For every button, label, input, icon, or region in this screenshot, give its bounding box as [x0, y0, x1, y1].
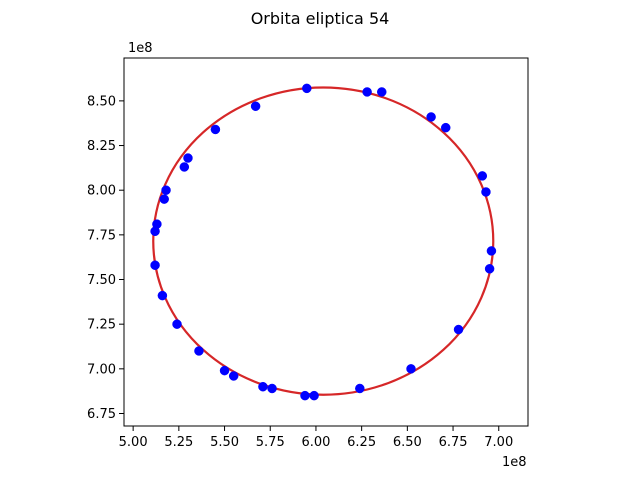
orbit-point: [161, 185, 171, 195]
orbit-point: [362, 87, 372, 97]
y-tick-label: 8.00: [87, 184, 116, 199]
orbit-point: [250, 101, 261, 111]
orbit-point: [302, 83, 312, 94]
orbit-point: [484, 264, 495, 274]
orbit-point: [440, 122, 451, 133]
y-tick-label: 6.75: [87, 407, 116, 422]
orbit-point: [194, 346, 204, 356]
orbit-point: [183, 153, 193, 163]
x-tick-label: 5.75: [256, 435, 285, 450]
plot-area: [150, 83, 497, 401]
x-tick-label: 7.00: [484, 435, 513, 450]
orbit-point: [172, 319, 182, 329]
y-tick-label: 8.50: [87, 94, 116, 109]
x-offset-label: 1e8: [502, 455, 527, 470]
chart-title: Orbita eliptica 54: [251, 9, 390, 28]
x-tick-label: 5.00: [119, 435, 148, 450]
y-offset-label: 1e8: [128, 41, 153, 56]
x-tick-label: 5.25: [164, 435, 193, 450]
orbit-ellipse: [152, 86, 495, 396]
x-axis: 5.00 5.25 5.50 5.75 6.00 6.25 6.50 6.75 7.00: [119, 426, 513, 450]
y-tick-label: 7.25: [87, 318, 116, 333]
orbit-point: [228, 371, 239, 381]
orbit-point: [406, 364, 416, 374]
orbit-point: [219, 365, 230, 376]
orbit-point: [481, 187, 491, 197]
orbit-point: [157, 290, 168, 301]
y-tick-label: 8.25: [87, 139, 116, 154]
orbit-point: [486, 246, 497, 256]
orbit-point: [355, 383, 365, 394]
orbit-point: [426, 112, 436, 122]
orbit-point: [267, 383, 277, 394]
orbit-point: [150, 260, 160, 270]
x-tick-label: 6.00: [301, 435, 330, 450]
y-tick-label: 7.75: [87, 228, 116, 243]
axes-frame: [123, 57, 529, 427]
orbit-point: [477, 171, 488, 181]
orbit-point: [377, 87, 387, 97]
y-tick-label: 7.00: [87, 362, 116, 377]
x-tick-label: 6.25: [347, 435, 376, 450]
orbit-point: [210, 124, 221, 135]
x-tick-label: 6.75: [439, 435, 468, 450]
orbit-point: [159, 194, 169, 204]
x-tick-label: 6.50: [393, 435, 422, 450]
orbit-point: [179, 162, 190, 172]
y-axis: 6.75 7.00 7.25 7.50 7.75 8.00 8.25 8.50: [87, 94, 124, 422]
orbit-point: [453, 324, 464, 335]
orbit-point: [150, 226, 160, 237]
x-tick-label: 5.50: [210, 435, 239, 450]
orbit-point: [258, 381, 268, 392]
y-tick-label: 7.50: [87, 273, 116, 288]
orbit-point: [300, 390, 310, 401]
orbit-point: [309, 390, 319, 401]
